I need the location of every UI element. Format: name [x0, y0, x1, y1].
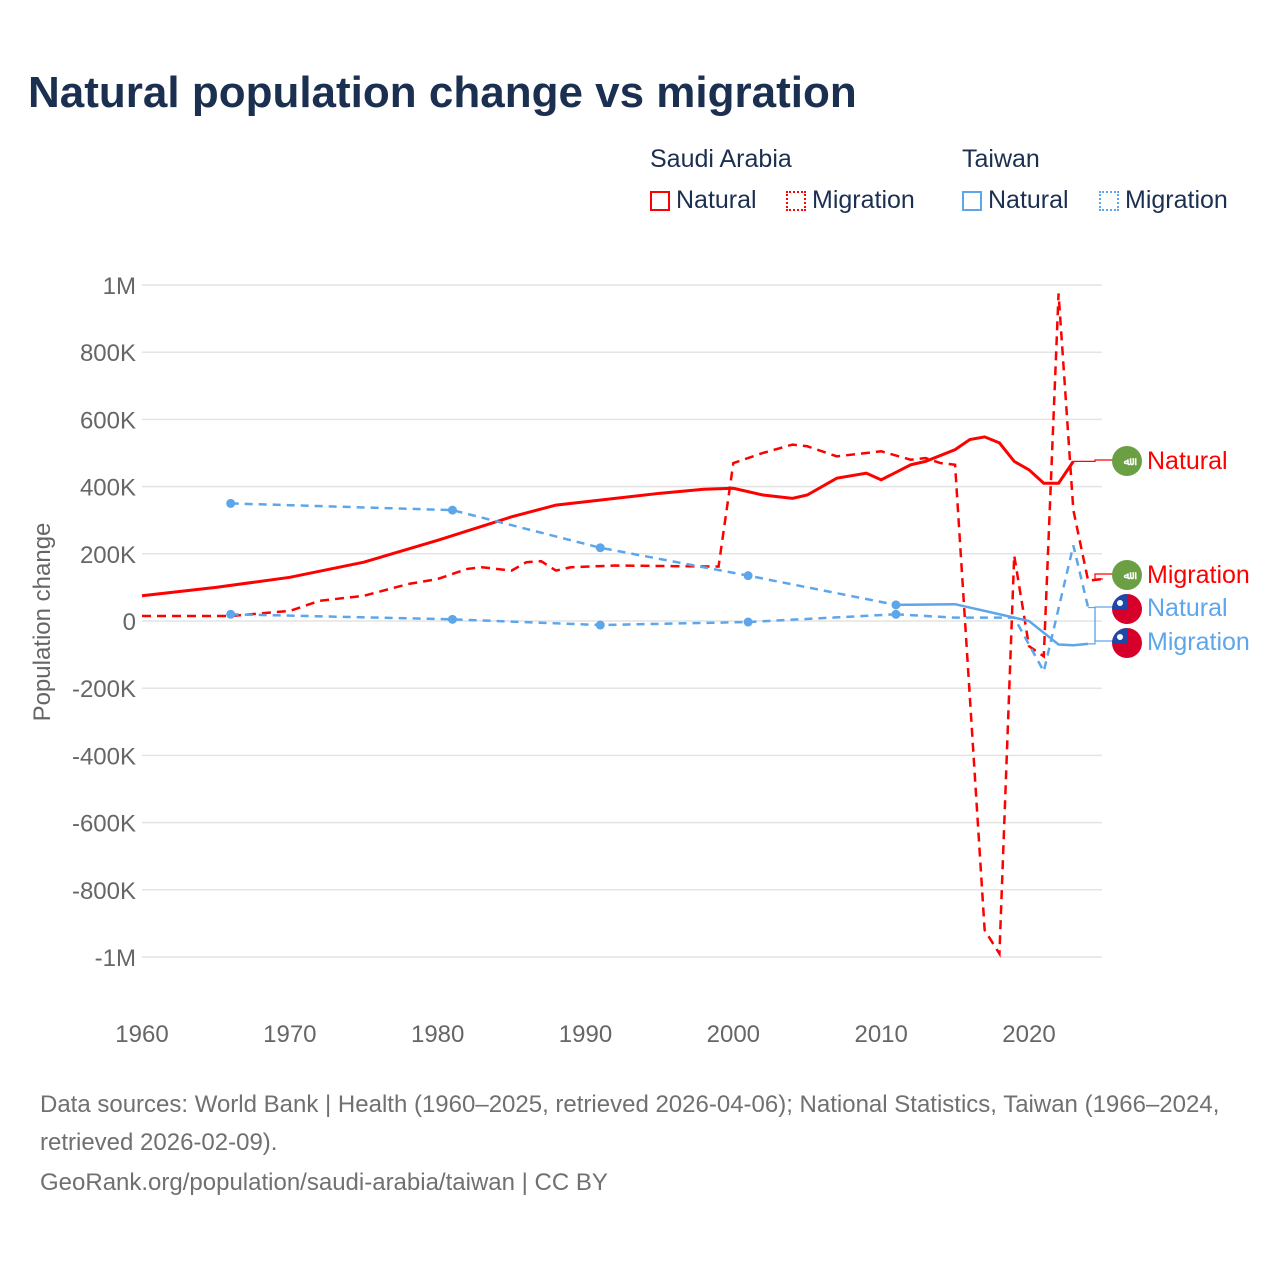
x-tick-label: 1980	[411, 1021, 464, 1048]
saudi-flag-icon	[1112, 446, 1142, 476]
data-point	[595, 620, 605, 630]
y-tick-label: 400K	[80, 475, 136, 502]
y-tick-label: 200K	[80, 542, 136, 569]
y-tick-label: -200K	[72, 676, 136, 703]
solid-swatch-icon	[962, 191, 982, 211]
data-point	[891, 609, 901, 619]
data-sources: Data sources: World Bank | Health (1960–…	[40, 1091, 1220, 1156]
y-axis-label: Population change	[29, 523, 56, 722]
data-point	[595, 543, 605, 553]
x-tick-label: 2000	[707, 1021, 760, 1048]
series-line	[895, 545, 1090, 675]
data-point	[447, 505, 457, 515]
legend-label: Natural	[676, 186, 757, 214]
x-tick-label: 1970	[263, 1021, 316, 1048]
y-tick-label: -800K	[72, 878, 136, 905]
legend-label: Migration	[1125, 186, 1228, 214]
data-point	[743, 571, 753, 581]
legend-label: Migration	[812, 186, 915, 214]
legend-taiwan-natural[interactable]: Natural	[962, 186, 1069, 215]
series-line-sparse	[230, 613, 897, 627]
y-tick-label: 800K	[80, 340, 136, 367]
solid-swatch-icon	[650, 191, 670, 211]
credit-link[interactable]: GeoRank.org/population/saudi-arabia/taiw…	[40, 1169, 608, 1196]
series-line-sparse	[230, 502, 897, 607]
legend-group-saudi: Saudi Arabia	[650, 145, 792, 173]
saudi-flag-icon	[1112, 560, 1142, 590]
data-point	[226, 609, 236, 619]
series-end-label: Natural	[1147, 447, 1228, 475]
dotted-swatch-icon	[786, 191, 806, 211]
x-tick-label: 2010	[854, 1021, 907, 1048]
label-connector	[1094, 573, 1113, 580]
series-end-label: Migration	[1147, 561, 1250, 589]
series-line	[895, 602, 1089, 647]
data-point	[743, 617, 753, 627]
label-connector	[1088, 606, 1113, 645]
legend-label: Natural	[988, 186, 1069, 214]
x-tick-label: 2020	[1002, 1021, 1055, 1048]
y-tick-label: -400K	[72, 743, 136, 770]
y-tick-label: 1M	[103, 273, 136, 300]
x-tick-label: 1990	[559, 1021, 612, 1048]
series-end-label: Migration	[1147, 628, 1250, 656]
data-point	[226, 498, 236, 508]
legend-saudi-migration[interactable]: Migration	[786, 186, 915, 215]
y-tick-label: 0	[123, 609, 136, 636]
series-line	[141, 435, 1075, 598]
data-point	[447, 614, 457, 624]
series-line	[142, 293, 1104, 958]
taiwan-flag-sun	[1117, 634, 1123, 640]
label-connector	[1088, 606, 1113, 642]
label-connector	[1073, 459, 1113, 462]
y-tick-label: -1M	[95, 945, 136, 972]
series-end-label: Natural	[1147, 594, 1228, 622]
data-point	[891, 600, 901, 610]
y-tick-label: -600K	[72, 811, 136, 838]
y-tick-label: 600K	[80, 407, 136, 434]
chart-title: Natural population change vs migration	[28, 68, 857, 117]
dotted-swatch-icon	[1099, 191, 1119, 211]
legend-taiwan-migration[interactable]: Migration	[1099, 186, 1228, 215]
x-tick-label: 1960	[115, 1021, 168, 1048]
legend-saudi-natural[interactable]: Natural	[650, 186, 757, 215]
taiwan-flag-sun	[1117, 600, 1123, 606]
legend-group-taiwan: Taiwan	[962, 145, 1040, 173]
